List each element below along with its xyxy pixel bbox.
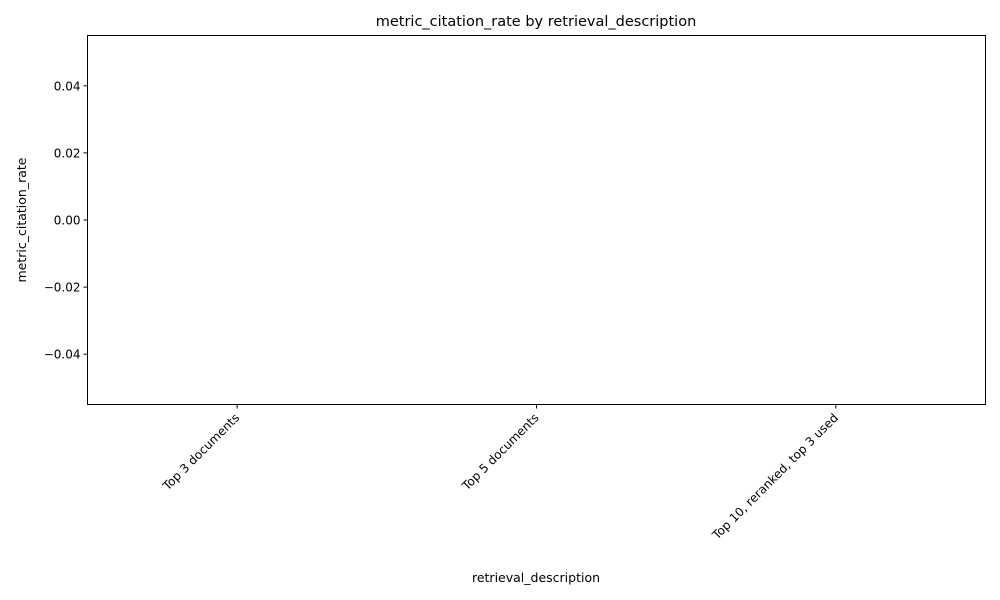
x-axis: Top 3 documents Top 5 documents Top 10, re… xyxy=(159,404,841,543)
chart-title: metric_citation_rate by retrieval_descri… xyxy=(376,14,697,30)
y-axis: −0.04 −0.02 0.00 0.02 0.04 xyxy=(44,79,88,362)
y-tick-label: −0.02 xyxy=(44,281,81,295)
x-tick-label: Top 3 documents xyxy=(159,411,242,494)
x-tick-label: Top 5 documents xyxy=(459,411,542,494)
y-tick-label: 0.04 xyxy=(54,79,81,93)
y-tick-label: 0.00 xyxy=(54,214,81,228)
x-tick-label: Top 10, reranked, top 3 used xyxy=(709,411,841,543)
y-tick-label: −0.04 xyxy=(44,348,81,362)
x-axis-label: retrieval_description xyxy=(472,570,600,585)
y-axis-label: metric_citation_rate xyxy=(14,157,29,282)
y-tick-label: 0.02 xyxy=(54,146,81,160)
plot-area-frame xyxy=(87,35,986,405)
